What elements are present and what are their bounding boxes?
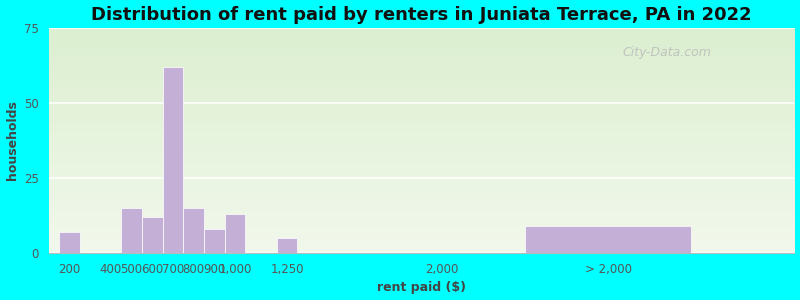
Bar xyxy=(525,226,691,253)
Bar xyxy=(183,208,204,253)
Bar xyxy=(59,232,80,253)
X-axis label: rent paid ($): rent paid ($) xyxy=(377,281,466,294)
Bar xyxy=(162,67,183,253)
Bar xyxy=(122,208,142,253)
Bar xyxy=(204,229,225,253)
Y-axis label: households: households xyxy=(6,100,18,181)
Bar xyxy=(225,214,246,253)
Bar xyxy=(277,238,298,253)
Text: City-Data.com: City-Data.com xyxy=(623,46,712,59)
Title: Distribution of rent paid by renters in Juniata Terrace, PA in 2022: Distribution of rent paid by renters in … xyxy=(91,6,752,24)
Bar xyxy=(142,217,162,253)
